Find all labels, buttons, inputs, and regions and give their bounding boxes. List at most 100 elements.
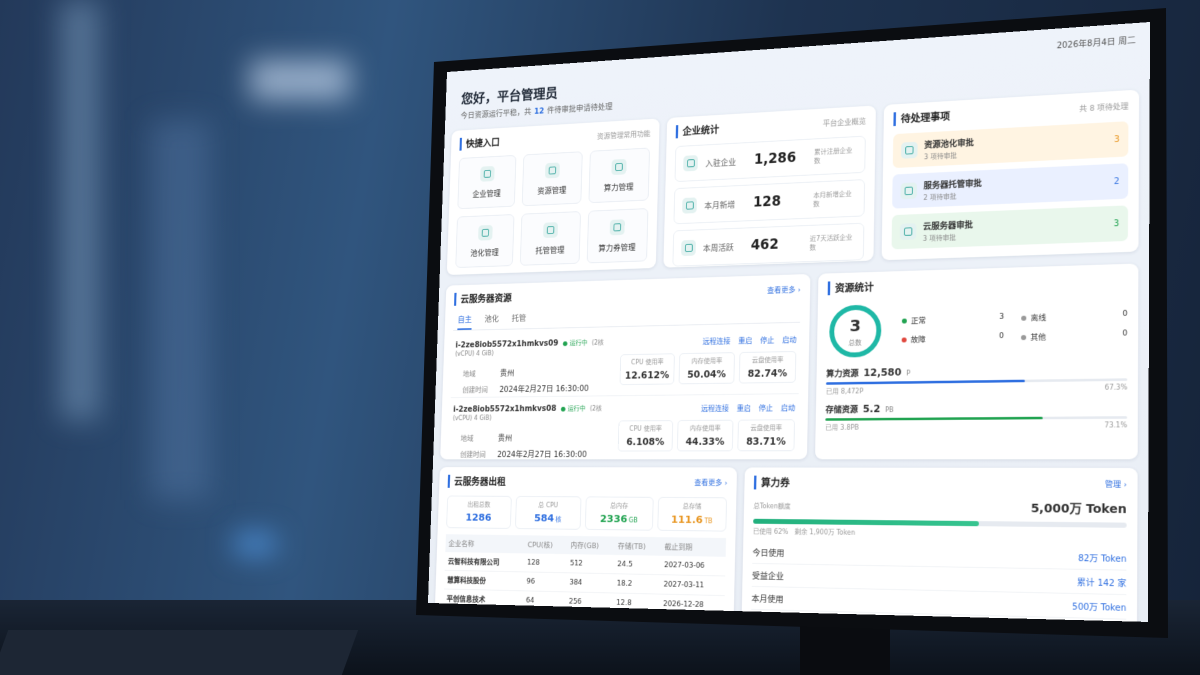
tab[interactable]: 托管: [511, 314, 527, 324]
icon: [681, 239, 696, 257]
resource-head: 存储资源 5.2 PB: [825, 400, 1127, 415]
pending-text: 云服务器审批 3 项待审批: [923, 217, 973, 243]
quick-tile[interactable]: 资源管理: [522, 151, 583, 207]
server-status: 运行中: [563, 339, 588, 347]
date: 2026年8月4日 周二: [1056, 36, 1136, 51]
rental-stat: 总存储 111.6TB: [656, 496, 727, 532]
stat-label: 本月新增: [704, 200, 736, 211]
coupon-bar: [753, 518, 1127, 528]
legend-value: 0: [1122, 309, 1128, 319]
resource-used: 已用 3.8PB: [825, 423, 860, 432]
pending-count: 12: [533, 107, 545, 117]
quick-tile[interactable]: 托管管理: [520, 211, 581, 266]
stat-value: 111.6TB: [658, 514, 726, 527]
metric-label: 云盘使用率: [750, 424, 783, 432]
resource: 算力资源 12,580 P 已用 8,472P 67.3%: [826, 362, 1128, 396]
action[interactable]: 停止: [758, 404, 773, 414]
pending-note: 3 项待审批: [923, 151, 957, 161]
metric-label: 内存使用率: [689, 424, 721, 433]
city-light: [235, 535, 275, 553]
server-id: i-2ze8iob5572x1hmkvs09: [455, 339, 559, 350]
metric-value: 12.612%: [624, 369, 670, 382]
action[interactable]: 启动: [780, 404, 796, 413]
icon: [609, 218, 626, 235]
action[interactable]: 重启: [738, 337, 753, 346]
legend-text: 离线: [1030, 314, 1047, 324]
pending-count: 2: [1113, 176, 1120, 187]
legend-label: 离线: [1021, 312, 1046, 324]
quick-tile[interactable]: 算力券管理: [586, 208, 649, 264]
table-cell: 512: [566, 554, 615, 574]
stat-value: 128: [752, 193, 782, 211]
quick-tile[interactable]: 企业管理: [457, 154, 517, 210]
pending-item[interactable]: 资源池化审批 3 项待审批 3: [892, 121, 1129, 169]
action[interactable]: 重启: [736, 405, 751, 414]
action[interactable]: 远程连接: [700, 405, 730, 414]
server-id-row: i-2ze8iob5572x1hmkvs08运行中(2核 (vCPU) 4 Gi…: [453, 404, 619, 423]
ceiling-light: [250, 60, 350, 100]
enterprise-stats: 企业统计 平台企业概览 入驻企业 1,286 累计注册企业数 本月新增 128 本月新增企业数…: [663, 105, 876, 268]
bar: [825, 416, 1128, 421]
stat-unit: 核: [555, 515, 562, 524]
legend-dot: [1020, 334, 1027, 341]
dashboard: 2026年8月4日 周二 您好，平台管理员 今日资源运行平稳，共 12 件待审批申请待处…: [427, 21, 1150, 622]
column-header: CPU(核): [524, 535, 568, 555]
subtitle-text: 今日资源运行平稳，共: [460, 108, 532, 121]
column-header: 截止到期: [661, 537, 727, 557]
legend-item: 其他 0: [1020, 329, 1128, 342]
quick-tile[interactable]: 池化管理: [455, 214, 515, 268]
legend-text: 正常: [910, 317, 926, 326]
donut-wrap: 3 总数: [826, 302, 884, 360]
coupon: 算力券 管理 › 总Token额度 5,000万 Token 已使用 62% 剩余 1,9…: [741, 467, 1138, 622]
total-label: 总Token额度: [753, 502, 791, 510]
resource-sub: 已用 3.8PB 73.1%: [825, 421, 1127, 432]
metric-value: 50.04%: [687, 368, 726, 381]
field-value: 2024年2月27日 16:30:00: [499, 384, 589, 395]
window-light: [150, 120, 210, 500]
action[interactable]: 启动: [782, 336, 797, 345]
coupon-bar-fill: [753, 518, 980, 527]
card-title: 算力券: [753, 475, 790, 490]
stat-label: 本周活跃: [702, 243, 734, 254]
stat-note: 近7天活跃企业数: [809, 233, 853, 252]
link[interactable]: 查看更多 ›: [767, 286, 801, 296]
rental: 云服务器出租 查看更多 › 出租总数 1286 总 CPU 584核 总内存 2336GB 总存…: [434, 467, 738, 622]
table-cell: 384: [566, 572, 615, 593]
table-cell: 云智科技有限公司: [444, 552, 525, 572]
donut-total: 3: [849, 315, 862, 336]
stat-number: 111.6: [670, 513, 703, 527]
quick-tile[interactable]: 算力管理: [588, 147, 650, 204]
coupon-remain: 剩余 1,900万 Token: [794, 528, 856, 537]
stat-value: 584核: [516, 512, 581, 525]
link[interactable]: 管理 ›: [1104, 480, 1127, 490]
legend-label: 故障: [901, 334, 926, 345]
icon: [611, 158, 627, 175]
card-hint: 平台企业概览: [822, 118, 867, 129]
metrics: CPU 使用率 12.612% 内存使用率 50.04% 云盘使用率 82.74%: [619, 351, 797, 386]
legend-dot: [1021, 315, 1027, 321]
metric-value: 83.71%: [746, 435, 786, 448]
stat-value: 1286: [447, 512, 510, 524]
status-row: 3 总数 正常 3 离线 0 故障 0 其他 0: [826, 295, 1128, 360]
tab[interactable]: 自主: [457, 312, 473, 331]
row-value: 82万 Token: [1078, 554, 1127, 565]
tile-label: 托管管理: [535, 246, 565, 256]
action[interactable]: 停止: [760, 336, 775, 346]
pending-item[interactable]: 服务器托管审批 2 项待审批 2: [892, 163, 1129, 209]
link[interactable]: 查看更多 ›: [694, 479, 728, 488]
card-title: 快捷入口: [459, 135, 500, 151]
legend-item: 故障 0: [901, 332, 1004, 345]
action[interactable]: 远程连接: [702, 337, 731, 347]
tab[interactable]: 池化: [484, 315, 499, 325]
actions: 远程连接 重启 停止 启动: [619, 402, 795, 414]
pending-item[interactable]: 云服务器审批 3 项待审批 3: [891, 205, 1129, 250]
actions: 远程连接 重启 停止 启动: [621, 334, 797, 348]
icon: [544, 162, 560, 179]
icon: [899, 223, 917, 241]
server-region: 地域 贵州: [463, 365, 620, 378]
tabs: 自主 池化 托管: [453, 304, 801, 331]
pending-text: 资源池化审批 3 项待审批: [924, 135, 974, 161]
legend-item: 正常 3: [901, 313, 1004, 326]
pending-note: 2 项待审批: [923, 192, 957, 202]
